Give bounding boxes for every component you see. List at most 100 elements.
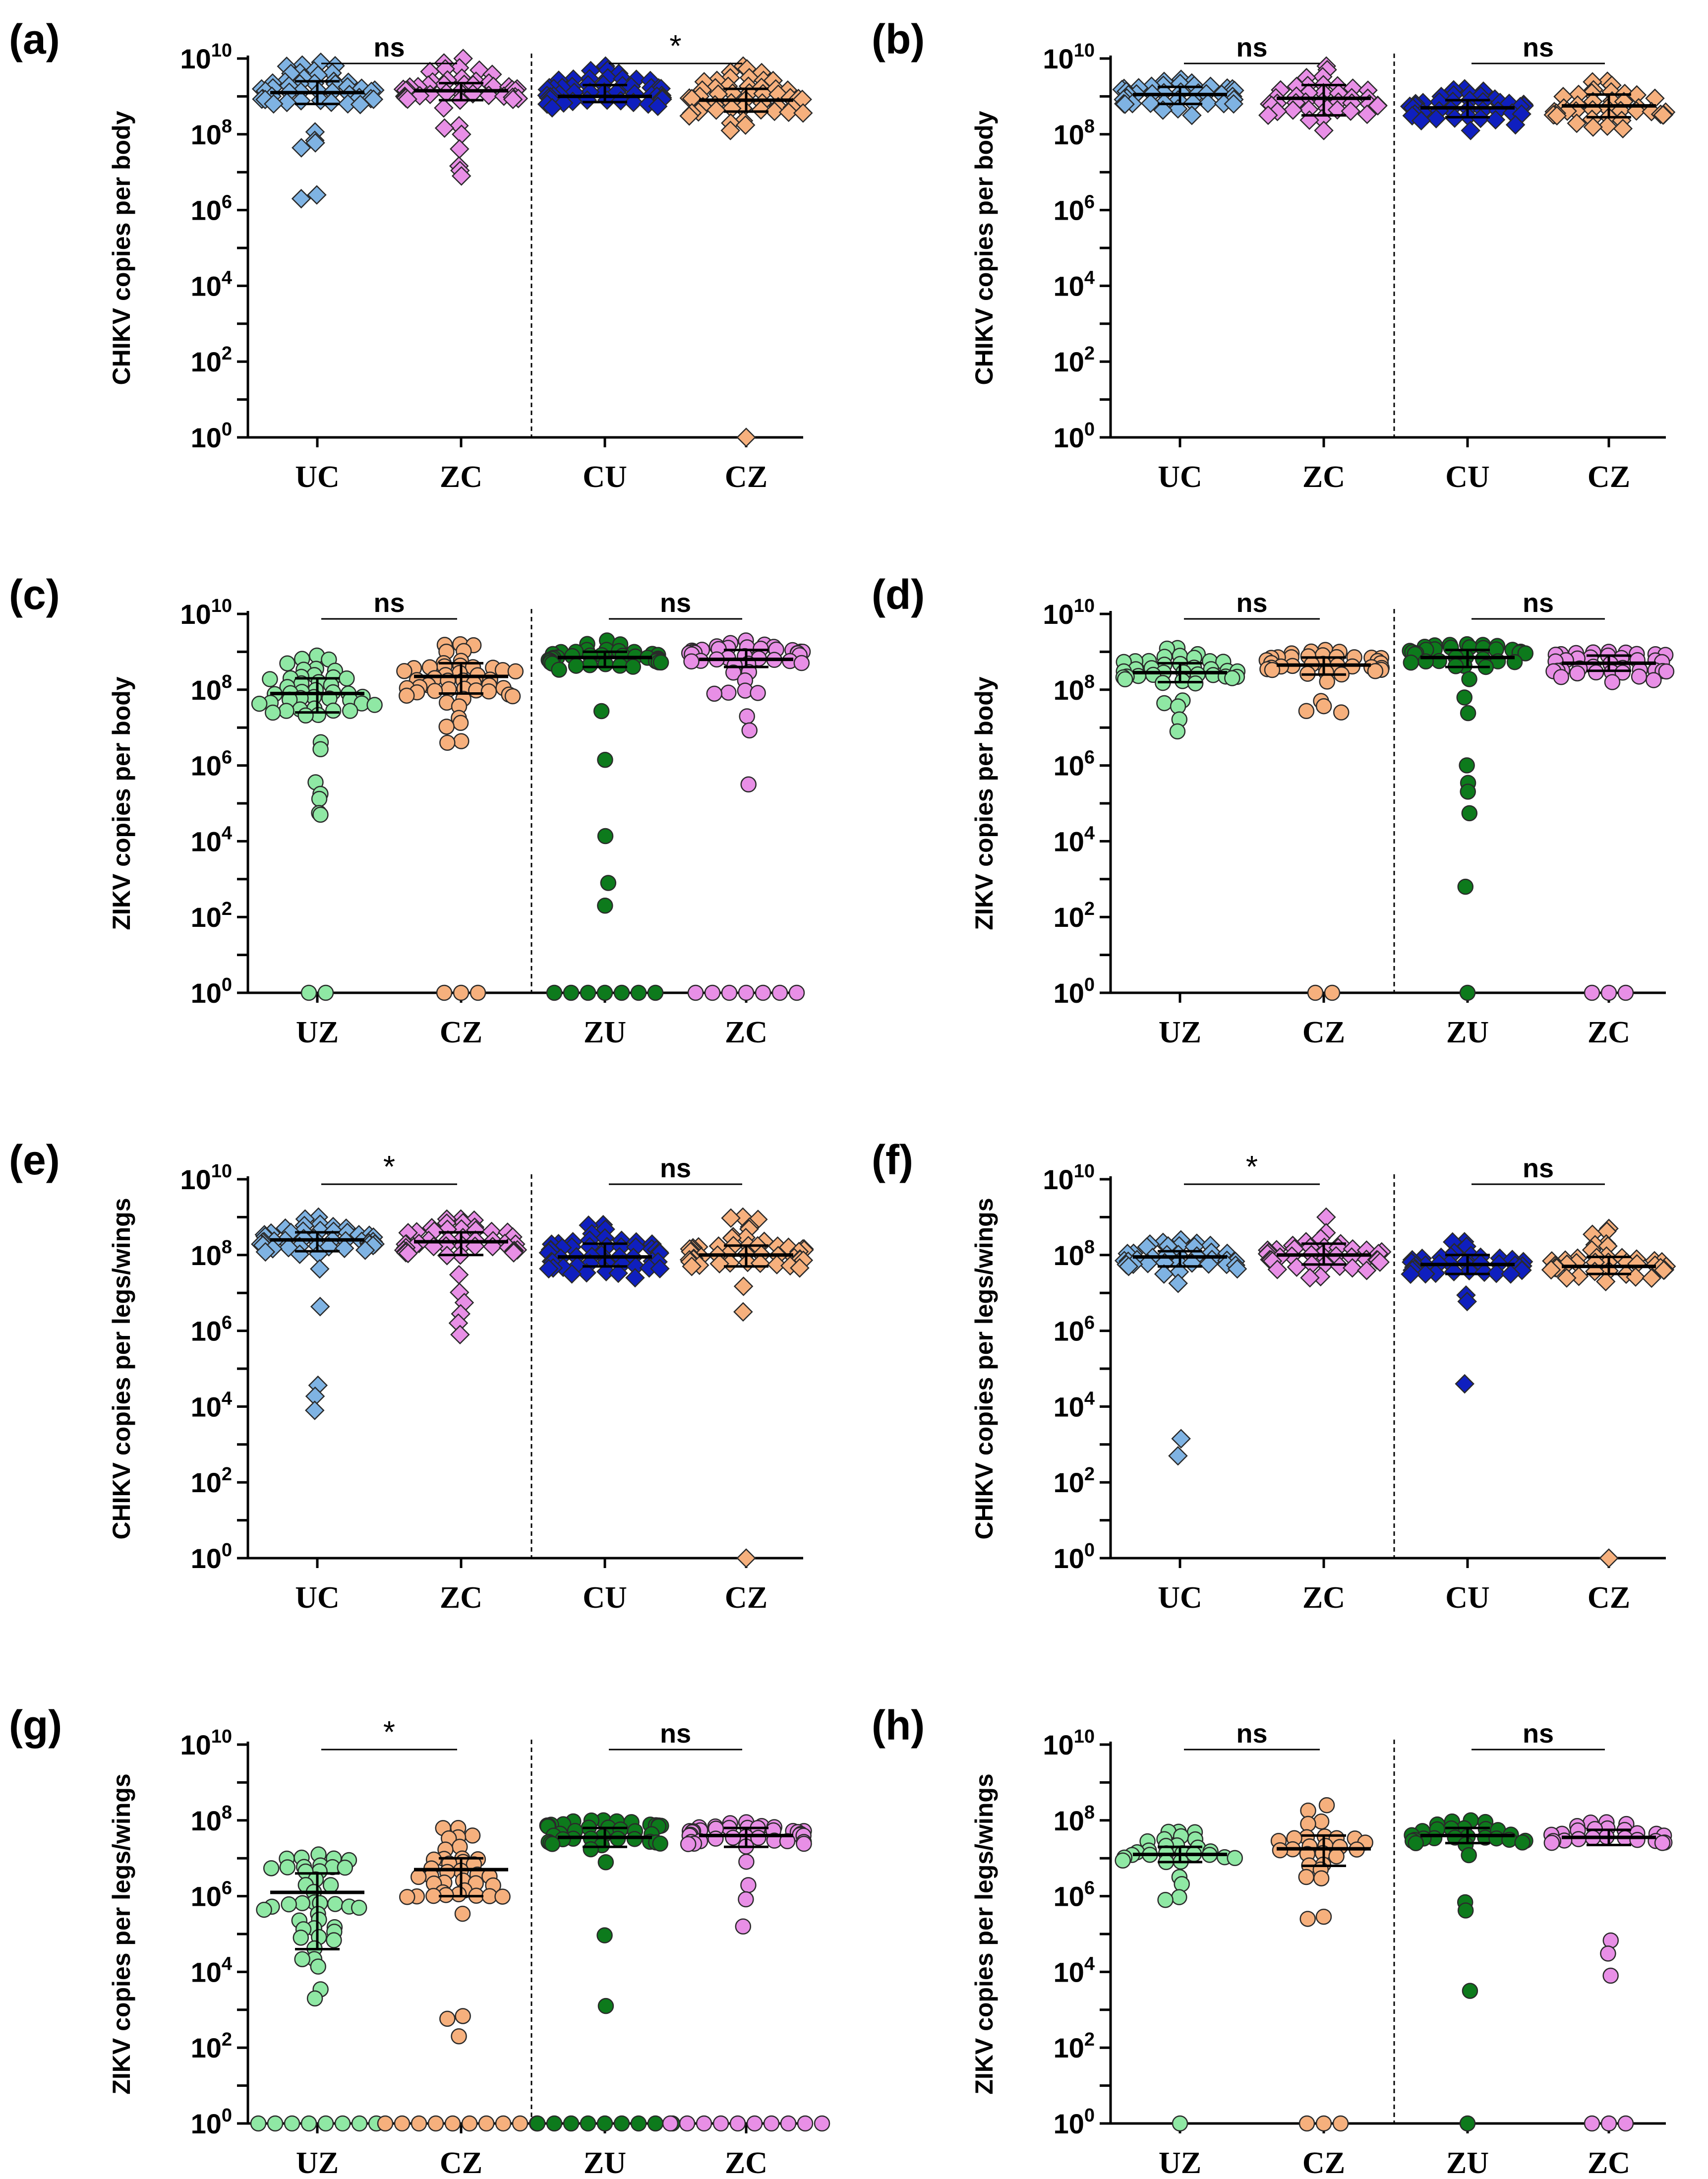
data-point <box>662 2115 679 2132</box>
data-point <box>310 1259 330 1279</box>
y-tick-base: 10 <box>1054 674 1084 706</box>
y-tick-exponent: 8 <box>222 116 232 137</box>
y-tick-label: 106 <box>191 747 232 782</box>
y-tick-label: 102 <box>1054 1464 1095 1498</box>
data-point <box>1584 2115 1600 2132</box>
y-tick-label: 102 <box>1054 343 1095 377</box>
x-tick-label: UZ <box>1159 1016 1201 1049</box>
data-point <box>327 1896 344 1912</box>
data-point <box>1599 1548 1619 1568</box>
x-tick-label: CU <box>1445 1581 1490 1615</box>
x-tick-label: ZC <box>1302 460 1345 494</box>
data-point <box>398 1243 418 1264</box>
data-point <box>452 715 469 731</box>
data-point <box>1461 805 1478 822</box>
y-tick-label: 102 <box>191 2029 232 2063</box>
x-tick-label: ZC <box>1588 1016 1630 1049</box>
data-point <box>478 2115 495 2132</box>
data-point <box>322 1877 339 1893</box>
data-point <box>679 2115 696 2132</box>
y-tick-exponent: 10 <box>211 1161 232 1182</box>
y-tick-exponent: 0 <box>1084 2105 1095 2126</box>
data-point <box>750 1253 770 1273</box>
data-point <box>735 1918 752 1935</box>
y-tick-exponent: 4 <box>1084 1388 1095 1409</box>
data-point <box>720 121 740 140</box>
y-tick-label: 104 <box>191 1388 232 1422</box>
x-tick-label: UC <box>295 1581 340 1615</box>
data-point <box>1357 104 1377 124</box>
y-tick-base: 10 <box>1054 270 1084 302</box>
y-tick-base: 10 <box>1054 1881 1084 1912</box>
data-point <box>707 1830 724 1847</box>
y-tick-exponent: 2 <box>222 2029 232 2050</box>
data-point <box>721 1208 741 1228</box>
data-point <box>738 984 755 1001</box>
data-point <box>450 139 470 159</box>
group-UZ: UZ <box>250 1846 385 2179</box>
data-point <box>1314 121 1334 140</box>
data-point <box>1115 94 1135 114</box>
data-point <box>250 2115 267 2132</box>
data-point <box>279 655 295 671</box>
y-tick-base: 10 <box>180 599 211 630</box>
panel-label: (d) <box>872 571 925 618</box>
x-tick-label: ZC <box>440 1581 482 1615</box>
data-point <box>251 695 268 712</box>
data-point <box>366 697 383 713</box>
y-tick-label: 1010 <box>1043 1161 1095 1195</box>
group-ZC: ZC <box>1258 56 1388 494</box>
data-point <box>1646 672 1662 688</box>
y-tick-label: 100 <box>191 974 232 1009</box>
data-point <box>625 659 642 675</box>
y-tick-exponent: 8 <box>222 671 232 692</box>
y-tick-label: 104 <box>191 823 232 857</box>
data-point <box>1115 1852 1131 1869</box>
panel-c: (c)ZIKV copies per body10010210410610810… <box>9 571 811 1049</box>
y-tick-label: 108 <box>191 1237 232 1271</box>
data-point <box>648 96 668 117</box>
data-point <box>755 984 771 1001</box>
data-point <box>355 1240 375 1260</box>
group-ZU: ZU <box>1402 636 1534 1049</box>
data-point <box>814 2115 830 2132</box>
y-tick-label: 108 <box>191 671 232 706</box>
data-point <box>300 2115 317 2132</box>
group-ZC: ZC <box>1257 1207 1392 1615</box>
y-tick-label: 108 <box>1054 671 1095 706</box>
data-point <box>680 1836 697 1852</box>
group-UZ: UZ <box>251 647 383 1049</box>
panel-label: (a) <box>9 16 60 62</box>
data-point <box>1614 665 1631 681</box>
data-point <box>337 1859 353 1876</box>
data-point <box>765 101 784 121</box>
data-point <box>529 2115 546 2132</box>
y-tick-label: 102 <box>1054 899 1095 933</box>
data-point <box>305 133 325 153</box>
data-point <box>1600 1945 1616 1962</box>
data-point <box>1569 1266 1589 1286</box>
data-point <box>438 719 455 735</box>
y-tick-exponent: 2 <box>1084 343 1095 364</box>
y-tick-label: 1010 <box>1043 40 1095 74</box>
data-point <box>1517 645 1534 662</box>
data-point <box>1461 121 1480 140</box>
data-point <box>596 1927 613 1943</box>
data-point <box>450 1325 470 1345</box>
y-tick-label: 106 <box>1054 1313 1095 1347</box>
data-point <box>597 828 614 845</box>
y-tick-exponent: 6 <box>1084 192 1095 213</box>
x-tick-label: CU <box>583 460 627 494</box>
data-point <box>342 703 358 719</box>
y-tick-base: 10 <box>191 119 222 150</box>
data-point <box>1168 1446 1188 1466</box>
y-axis-label: CHIKV copies per legs/wings <box>108 1198 135 1539</box>
group-CZ: CZ <box>377 1819 545 2179</box>
data-point <box>1333 704 1350 721</box>
data-point <box>721 984 738 1001</box>
data-point <box>263 94 284 114</box>
data-point <box>580 984 596 1001</box>
y-tick-exponent: 2 <box>1084 1464 1095 1485</box>
data-point <box>1182 105 1202 125</box>
